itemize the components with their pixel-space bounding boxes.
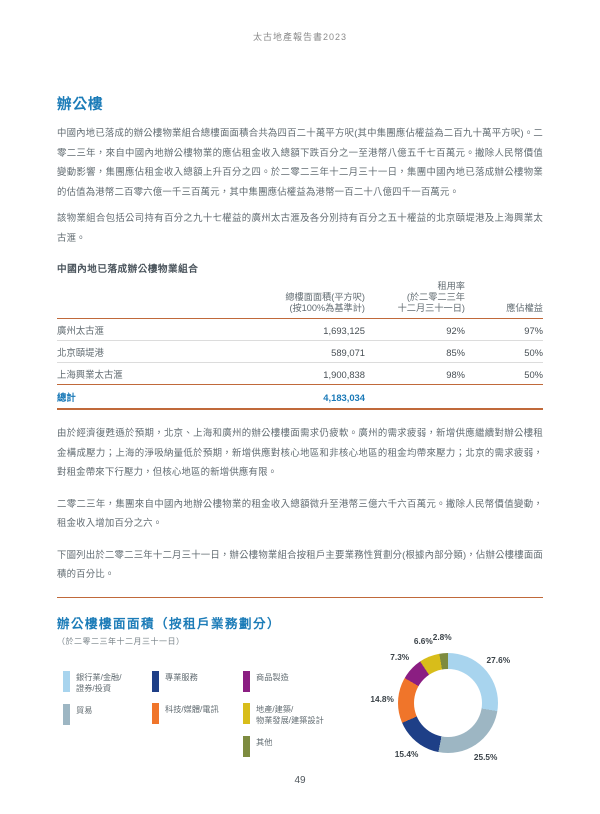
table-total-row: 總計 4,183,034 xyxy=(57,384,543,410)
donut-percent-label: 7.3% xyxy=(390,652,410,663)
legend-column-2: 專業服務 科技/媒體/電訊 xyxy=(152,670,219,735)
legend-item-real-estate: 地產/建築/ 物業發展/建築設計 xyxy=(243,702,324,726)
header-empty xyxy=(57,281,237,319)
legend-swatch-real-estate xyxy=(243,702,250,724)
paragraph-ownership: 該物業組合包括公司持有百分之九十七權益的廣州太古滙及各分別持有百分之五十權益的北… xyxy=(57,212,543,243)
total-occupancy xyxy=(365,384,465,410)
property-interest: 50% xyxy=(465,340,543,363)
legend-swatch-tmt xyxy=(152,702,159,724)
table-row: 上海興業太古滙 1,900,838 98% 50% xyxy=(57,362,543,385)
paragraph-portfolio-overview: 中國內地已落成的辦公樓物業組合總樓面面積合共為四百二十萬平方呎(其中集團應佔權益… xyxy=(57,127,543,197)
property-occupancy: 85% xyxy=(365,340,465,363)
property-occupancy: 92% xyxy=(365,318,465,341)
table-row: 北京頤堤港 589,071 85% 50% xyxy=(57,340,543,363)
table-row: 廣州太古滙 1,693,125 92% 97% xyxy=(57,318,543,341)
section-divider-line xyxy=(57,596,543,598)
header-occupancy: 租用率 (於二零二三年 十二月三十一日) xyxy=(365,281,465,319)
property-name: 上海興業太古滙 xyxy=(57,362,237,385)
property-area: 1,900,838 xyxy=(237,362,365,385)
section-heading: 辦公樓 xyxy=(57,97,104,113)
donut-percent-label: 14.8% xyxy=(370,693,394,704)
page-number: 49 xyxy=(294,775,306,786)
property-occupancy: 98% xyxy=(365,362,465,385)
legend-item-tmt: 科技/媒體/電訊 xyxy=(152,702,219,725)
property-area: 589,071 xyxy=(237,340,365,363)
legend-item-manufacturing: 商品製造 xyxy=(243,670,324,693)
header-interest: 應佔權益 xyxy=(465,281,543,319)
paragraph-chart-intro: 下圖列出於二零二三年十二月三十一日，辦公樓物業組合按租戶主要業務性質劃分(根據內… xyxy=(57,548,543,580)
legend-swatch-others xyxy=(243,735,250,757)
legend-item-banking: 銀行業/金融/ 證券/投資 xyxy=(63,670,122,694)
total-area: 4,183,034 xyxy=(237,384,365,410)
donut-chart: 27.6% 25.5% 15.4% 14.8% 7.3% 6.6% 2.8% xyxy=(370,632,510,762)
property-interest: 97% xyxy=(465,318,543,341)
table-title: 中國內地已落成辦公樓物業組合 xyxy=(57,264,199,275)
legend-swatch-banking xyxy=(63,670,70,692)
donut-percent-label: 2.8% xyxy=(432,631,452,642)
header-gfa: 總樓面面積(平方呎) (按100%為基準計) xyxy=(237,281,365,319)
legend-column-1: 銀行業/金融/ 證券/投資 貿易 xyxy=(63,670,122,736)
donut-percent-label: 25.5% xyxy=(473,751,498,762)
legend-swatch-professional-services xyxy=(152,670,159,692)
property-area: 1,693,125 xyxy=(237,318,365,341)
legend-item-trading: 貿易 xyxy=(63,703,122,726)
paragraph-market-conditions: 由於經濟復甦遜於預期，北京、上海和廣州的辦公樓樓面需求仍疲軟。廣州的需求疲弱，新… xyxy=(57,427,543,477)
donut-hole xyxy=(414,668,482,737)
legend-swatch-trading xyxy=(63,703,70,725)
report-header-title: 太古地產報告書2023 xyxy=(252,32,348,42)
donut-percent-label: 27.6% xyxy=(486,654,511,665)
total-interest xyxy=(465,384,543,410)
legend-item-others: 其他 xyxy=(243,735,324,758)
donut-chart-block: 銀行業/金融/ 證券/投資 貿易 專業服務 xyxy=(57,632,543,814)
table-header-row: 總樓面面積(平方呎) (按100%為基準計) 租用率 (於二零二三年 十二月三十… xyxy=(57,281,543,319)
property-name: 廣州太古滙 xyxy=(57,318,237,341)
page-content: 辦公樓 中國內地已落成的辦公樓物業組合總樓面面積合共為四百二十萬平方呎(其中集團… xyxy=(57,93,543,814)
legend-column-3: 商品製造 地產/建築/ 物業發展/建築設計 其他 xyxy=(243,670,324,768)
legend-item-professional-services: 專業服務 xyxy=(152,670,219,693)
donut-percent-label: 15.4% xyxy=(394,748,419,759)
legend-swatch-manufacturing xyxy=(243,670,250,692)
office-portfolio-table: 總樓面面積(平方呎) (按100%為基準計) 租用率 (於二零二三年 十二月三十… xyxy=(57,281,543,410)
paragraph-rental-income: 二零二三年，集團來自中國內地辦公樓物業的租金收入總額微升至港幣三億六千六百萬元。… xyxy=(57,497,543,529)
chart-title: 辦公樓樓面面積（按租戶業務劃分） xyxy=(57,616,282,631)
chart-subtitle: （於二零二三年十二月三十一日） xyxy=(57,636,185,646)
property-interest: 50% xyxy=(465,362,543,385)
donut-percent-label: 6.6% xyxy=(413,636,433,647)
total-label: 總計 xyxy=(57,384,237,410)
property-name: 北京頤堤港 xyxy=(57,340,237,363)
